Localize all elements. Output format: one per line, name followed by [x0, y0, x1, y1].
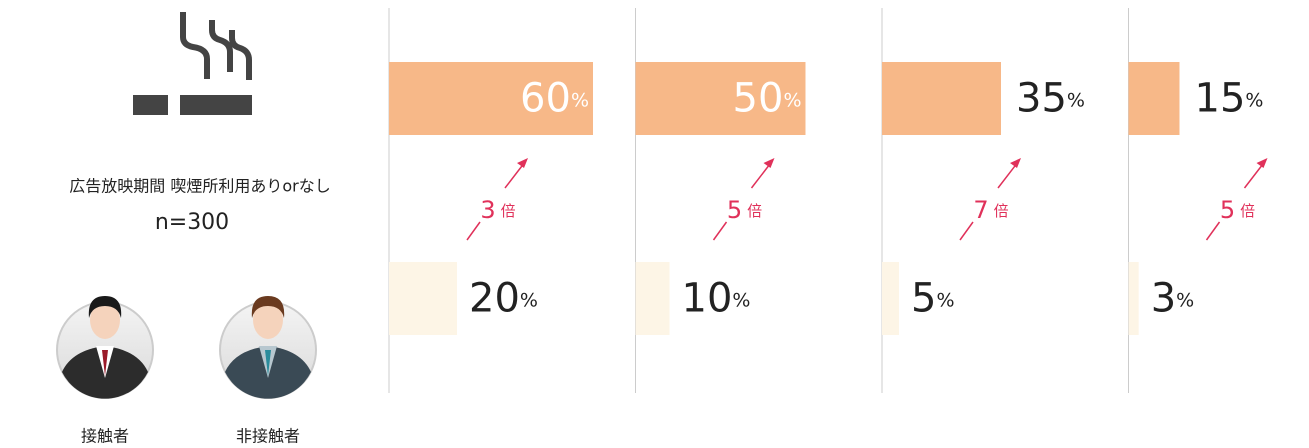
- avatar-exposed: [56, 296, 154, 399]
- value-number: 60: [520, 76, 571, 122]
- value-unit: %: [1245, 89, 1263, 111]
- arrow-head: [763, 158, 775, 168]
- value-unit: %: [571, 89, 589, 111]
- smoking-icon: [133, 12, 252, 115]
- ratio-unit: 倍: [501, 202, 516, 220]
- ratio-number: 7: [973, 196, 988, 224]
- bar: [389, 262, 457, 335]
- bar: [635, 62, 806, 135]
- value-label: 10%: [682, 276, 751, 322]
- value-label: 5%: [911, 276, 955, 322]
- value-unit: %: [1176, 289, 1194, 311]
- avatar-non-exposed: [219, 296, 317, 399]
- value-label: 35%: [1016, 76, 1085, 122]
- arrow-line: [1243, 161, 1266, 189]
- value-number: 20: [469, 276, 520, 322]
- value-label: 15%: [1195, 76, 1264, 122]
- ratio-unit: 倍: [1240, 202, 1255, 220]
- value-label: 50%: [733, 76, 802, 122]
- ratio-number: 5: [1220, 196, 1235, 224]
- bar: [1128, 62, 1180, 135]
- arrow-head: [1010, 158, 1021, 168]
- value-number: 50: [733, 76, 784, 122]
- ratio-unit: 倍: [747, 202, 762, 220]
- value-unit: %: [520, 289, 538, 311]
- value-unit: %: [1067, 89, 1085, 111]
- sample-size: n=300: [155, 210, 229, 235]
- arrow-line: [959, 221, 974, 241]
- arrow-head: [517, 158, 528, 168]
- subtitle: 広告放映期間 喫煙所利用ありorなし: [69, 177, 330, 196]
- value-label: 60%: [520, 76, 589, 122]
- arrow-line: [1205, 221, 1221, 241]
- arrow-line: [466, 221, 481, 241]
- value-number: 35: [1016, 76, 1067, 122]
- ratio-number: 5: [727, 196, 742, 224]
- ratio-number: 3: [480, 196, 495, 224]
- legend-label: 接触者: [81, 427, 129, 446]
- value-unit: %: [783, 89, 801, 111]
- bar: [882, 262, 899, 335]
- value-number: 5: [911, 276, 936, 322]
- ratio-unit: 倍: [994, 202, 1009, 220]
- value-number: 10: [682, 276, 733, 322]
- bar: [635, 262, 670, 335]
- value-number: 3: [1151, 276, 1176, 322]
- value-unit: %: [732, 289, 750, 311]
- value-label: 20%: [469, 276, 538, 322]
- bar: [882, 62, 1001, 135]
- arrow-head: [1256, 158, 1268, 168]
- arrow-line: [712, 221, 728, 241]
- bar: [1128, 262, 1139, 335]
- value-label: 3%: [1151, 276, 1195, 322]
- value-unit: %: [936, 289, 954, 311]
- bar: [389, 62, 593, 135]
- legend-label: 非接触者: [236, 427, 300, 446]
- value-number: 15: [1195, 76, 1246, 122]
